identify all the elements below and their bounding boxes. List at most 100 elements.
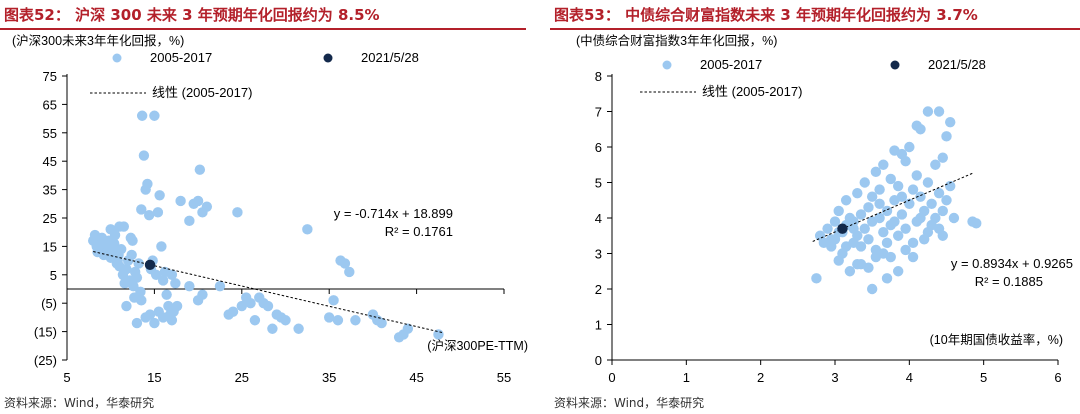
data-point	[922, 227, 934, 238]
data-point	[232, 207, 243, 218]
chart-panel-hs300: 图表52： 沪深 300 未来 3 年预期年化回报约为 8.5% (沪深300未…	[0, 0, 528, 414]
data-point	[941, 195, 952, 206]
data-point	[96, 238, 108, 249]
data-point	[863, 202, 874, 213]
data-point	[153, 306, 164, 317]
data-point	[937, 230, 948, 241]
data-point	[171, 300, 183, 312]
data-point	[904, 198, 915, 209]
data-point	[339, 258, 351, 269]
data-point	[293, 323, 304, 334]
y-tick-label: 6	[595, 140, 602, 155]
data-point	[881, 205, 893, 217]
x-tick-label: 15	[147, 370, 161, 385]
data-point	[874, 212, 885, 224]
data-point	[922, 177, 934, 188]
legend-label-history: 2005-2017	[150, 50, 212, 65]
y-tick-label: 5	[50, 268, 57, 283]
data-point	[933, 106, 945, 117]
r-squared-label: R² = 0.1761	[385, 224, 453, 239]
data-point	[136, 110, 148, 121]
y-tick-label: 15	[43, 239, 57, 254]
data-point	[926, 198, 937, 209]
data-point	[874, 184, 885, 195]
data-point	[156, 241, 167, 252]
data-point	[911, 170, 922, 181]
data-point	[945, 116, 956, 128]
x-tick-label: 2	[757, 370, 764, 385]
data-point	[855, 258, 867, 270]
data-point	[121, 300, 132, 312]
data-point	[915, 212, 926, 224]
data-point	[844, 266, 856, 277]
legend-marker-history	[112, 53, 122, 63]
data-point	[859, 177, 870, 188]
x-tick-label: 0	[608, 370, 615, 385]
regression-equation: y = 0.8934x + 0.9265	[951, 256, 1073, 271]
data-point	[161, 289, 172, 300]
data-point	[324, 312, 335, 323]
data-point	[344, 266, 355, 278]
legend-label-current: 2021/5/28	[928, 57, 986, 72]
legend-label-trendline: 线性 (2005-2017)	[702, 84, 802, 99]
scatter-plot-hs300: (沪深300未来3年年化回报，%) 2005-2017 2021/5/28 线性 (2…	[12, 33, 528, 385]
data-point	[157, 275, 169, 286]
data-point	[892, 230, 904, 241]
data-point	[874, 198, 885, 209]
title-rule	[550, 28, 1080, 30]
data-point	[328, 295, 339, 306]
data-point	[236, 300, 247, 312]
y-tick-label: 55	[43, 126, 57, 141]
data-point	[166, 269, 178, 280]
data-point	[852, 187, 863, 199]
source-note: 资料来源：Wind，华泰研究	[4, 396, 155, 410]
y-tick-label: 1	[595, 318, 602, 333]
data-point	[922, 106, 934, 117]
data-point	[149, 317, 160, 329]
data-point	[350, 315, 361, 326]
y-tick-label: (5)	[41, 296, 57, 311]
data-point	[131, 317, 143, 329]
data-point	[937, 205, 948, 217]
data-point	[896, 191, 908, 202]
y-tick-label: 45	[43, 154, 57, 169]
x-axis-label: (10年期国债收益率，%)	[930, 332, 1063, 347]
data-point	[866, 283, 878, 295]
r-squared-label: R² = 0.1885	[975, 274, 1043, 289]
data-point	[154, 190, 165, 201]
x-tick-label: 45	[409, 370, 423, 385]
data-point	[262, 300, 274, 312]
y-tick-label: 0	[595, 353, 602, 368]
data-point	[280, 315, 291, 326]
data-point	[855, 241, 867, 252]
x-tick-label: 1	[683, 370, 690, 385]
data-point	[267, 323, 278, 334]
data-point	[907, 237, 919, 249]
y-unit-label: (中债综合财富指数3年年化回报，%)	[576, 33, 777, 48]
data-point	[840, 241, 852, 252]
data-point	[138, 150, 150, 161]
data-point	[143, 209, 155, 221]
chart-title: 图表52： 沪深 300 未来 3 年预期年化回报约为 8.5%	[4, 6, 380, 24]
data-point	[822, 223, 833, 234]
data-point	[866, 191, 878, 202]
data-point	[878, 227, 889, 238]
data-point	[900, 223, 911, 234]
scatter-plot-bond-index: (中债综合财富指数3年年化回报，%) 2005-2017 2021/5/28 线性 (…	[576, 33, 1073, 385]
data-point	[907, 184, 919, 195]
data-point	[131, 272, 143, 283]
data-point	[848, 223, 859, 234]
data-point	[149, 110, 160, 121]
data-point	[227, 306, 239, 317]
data-point	[114, 221, 125, 232]
y-tick-label: 25	[43, 211, 57, 226]
data-point	[150, 269, 162, 280]
regression-equation: y = -0.714x + 18.899	[334, 206, 453, 221]
data-point	[941, 131, 952, 142]
data-point	[915, 124, 926, 135]
data-point	[133, 258, 144, 269]
data-point	[175, 195, 186, 207]
x-tick-label: 6	[1054, 370, 1061, 385]
data-point	[833, 205, 844, 217]
data-point	[892, 180, 904, 192]
